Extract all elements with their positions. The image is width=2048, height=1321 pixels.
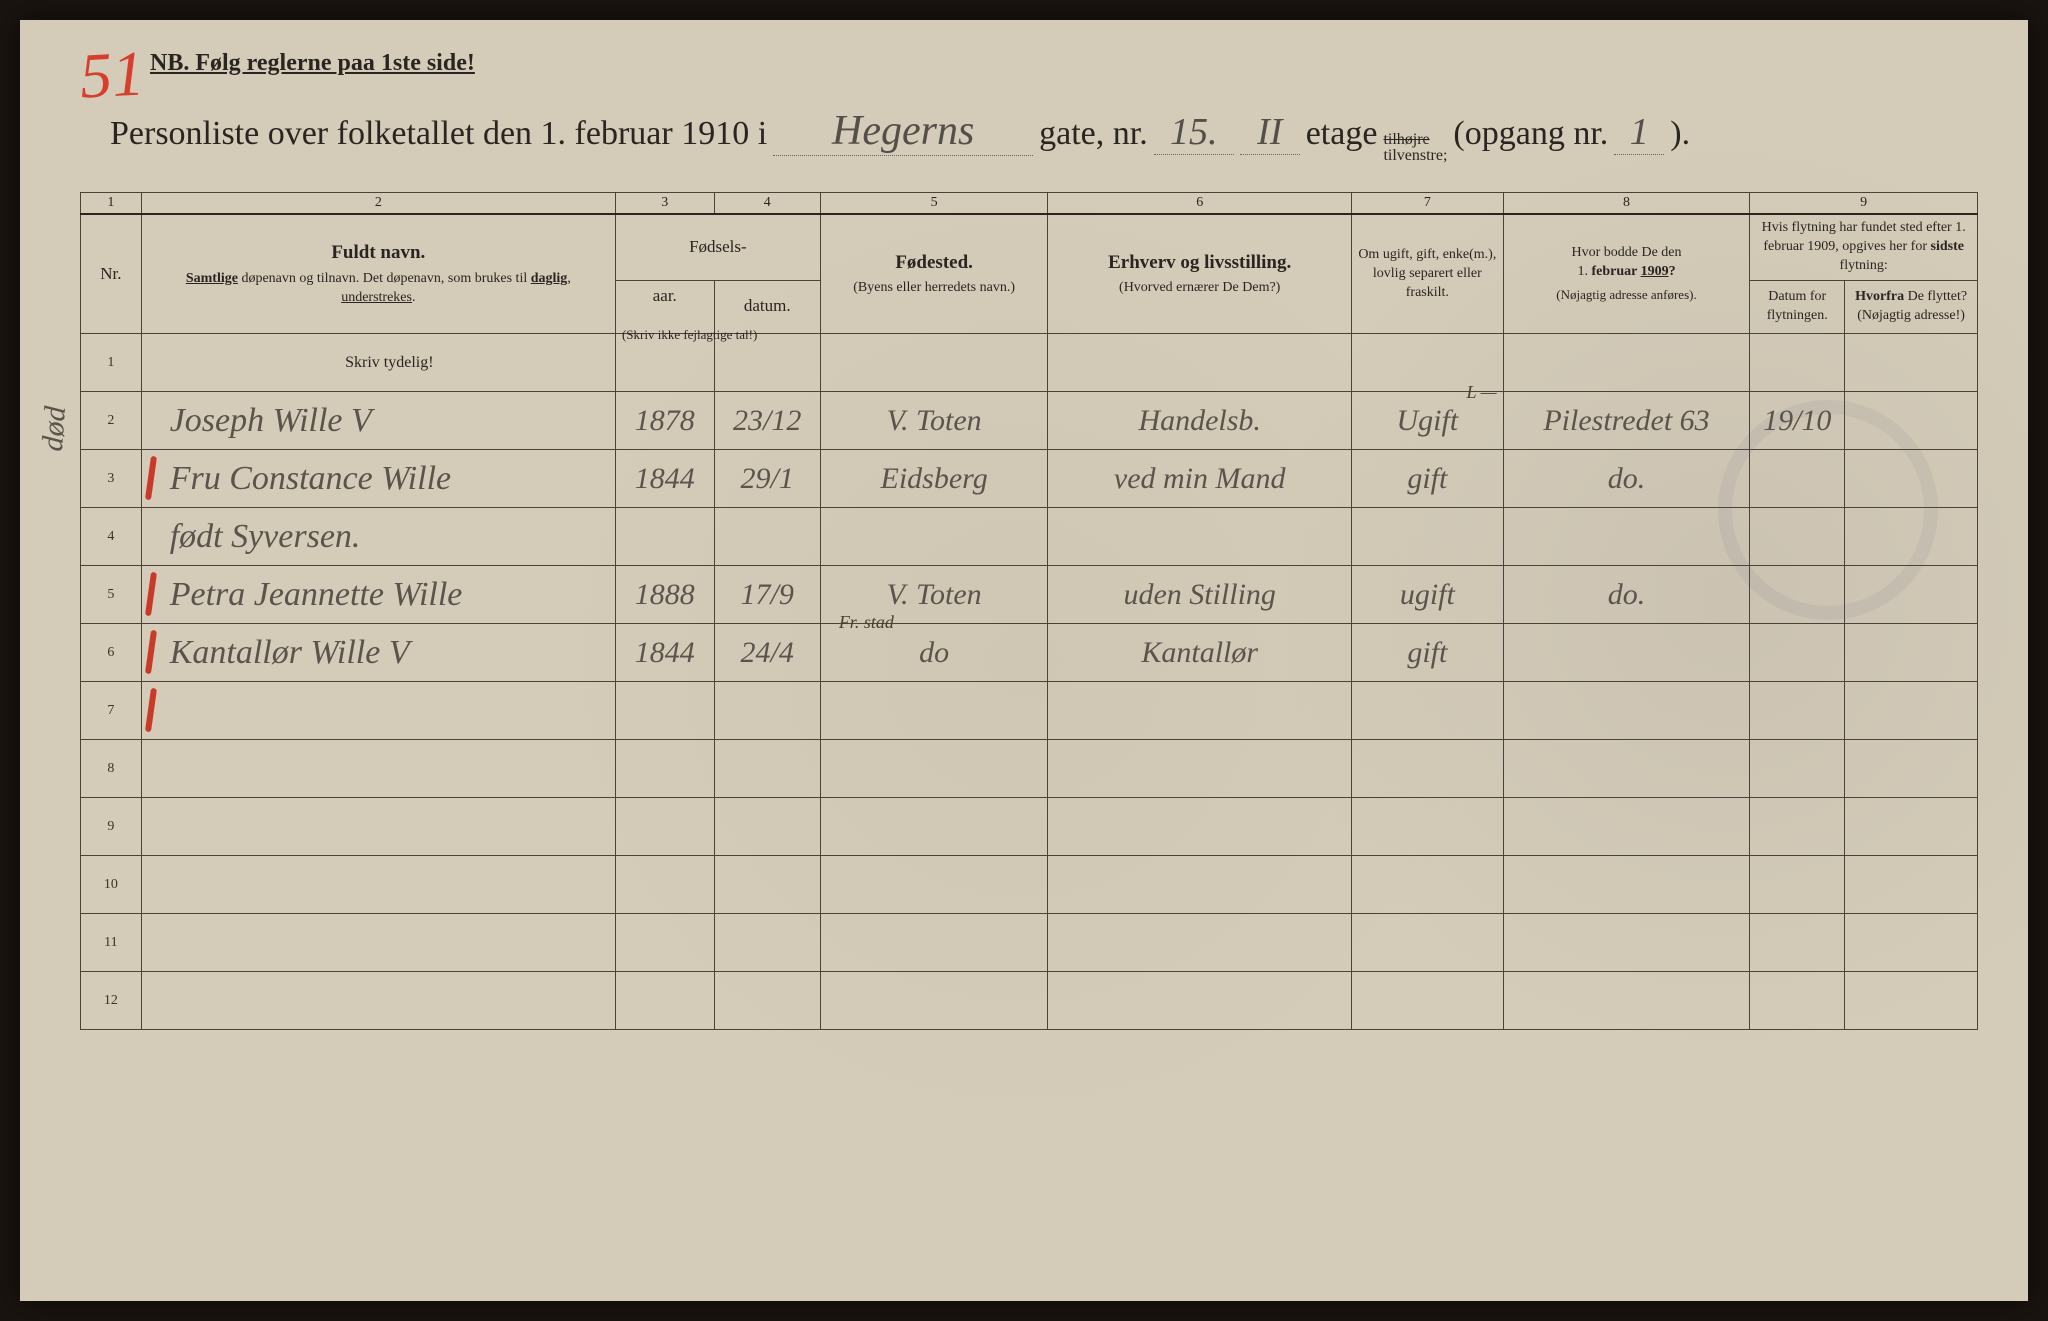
side-indicator: tilhøjre tilvenstre; <box>1383 132 1447 164</box>
table-row: 7 <box>81 682 1978 740</box>
table-header: 1 2 3 4 5 6 7 8 9 Nr. Fuldt navn. Samtli… <box>81 193 1978 334</box>
table-body: 1Skriv tydelig!2Joseph Wille V187823/12V… <box>81 334 1978 1030</box>
col-marital: Om ugift, gift, enke(m.), lovlig separer… <box>1351 214 1503 334</box>
name-cell <box>141 740 615 798</box>
table-row: 9 <box>81 798 1978 856</box>
floor: II <box>1240 110 1300 155</box>
census-sheet: 51 NB. Følg reglerne paa 1ste side! Pers… <box>20 20 2028 1301</box>
name-cell <box>141 856 615 914</box>
table-row: 3Fru Constance Wille184429/1Eidsbergved … <box>81 450 1978 508</box>
table-row: 1Skriv tydelig! <box>81 334 1978 392</box>
house-number: 15. <box>1154 110 1234 155</box>
table-row: 8 <box>81 740 1978 798</box>
table-row: 6Kantallør Wille V184424/4doFr. stadKant… <box>81 624 1978 682</box>
table-row: 4født Syversen. <box>81 508 1978 566</box>
name-cell <box>141 914 615 972</box>
table-row: 11 <box>81 914 1978 972</box>
form-title: Personliste over folketallet den 1. febr… <box>110 107 1948 164</box>
col-prev-address: Hvor bodde De den1. februar 1909? (Nøjag… <box>1503 214 1750 334</box>
col-move-date: Datum for flytningen. <box>1750 280 1845 333</box>
nb-instruction: NB. Følg reglerne paa 1ste side! <box>150 50 1978 77</box>
col-date: datum. <box>714 280 820 333</box>
col-birthplace: Fødested. (Byens eller herredets navn.) <box>820 214 1048 334</box>
col-moving: Hvis flytning har fundet sted efter 1. f… <box>1750 214 1978 280</box>
table-row: 2Joseph Wille V187823/12V. TotenHandelsb… <box>81 392 1978 450</box>
table-row: 10 <box>81 856 1978 914</box>
name-cell <box>141 682 615 740</box>
col-year: aar. (Skriv ikke fejlagtige tal!) <box>615 280 714 333</box>
col-move-from: Hvorfra De flyttet?(Nøjagtig adresse!) <box>1845 280 1978 333</box>
name-cell: Petra Jeannette Wille <box>141 566 615 624</box>
table-row: 12 <box>81 972 1978 1030</box>
name-cell: født Syversen. <box>141 508 615 566</box>
name-cell: Fru Constance Wille <box>141 450 615 508</box>
red-tick-mark <box>144 456 164 502</box>
red-tick-mark <box>144 572 164 618</box>
col-nr: Nr. <box>81 214 142 334</box>
street-name: Hegerns <box>773 107 1033 156</box>
table-row: 5Petra Jeannette Wille188817/9V. Totenud… <box>81 566 1978 624</box>
name-cell <box>141 798 615 856</box>
name-cell <box>141 972 615 1030</box>
name-cell: Joseph Wille V <box>141 392 615 450</box>
col-name: Fuldt navn. Samtlige døpenavn og tilnavn… <box>141 214 615 334</box>
name-cell: Skriv tydelig! <box>141 334 615 392</box>
margin-note: død <box>36 405 73 452</box>
page-number-red: 51 <box>78 36 146 113</box>
col-birth: Fødsels- <box>615 214 820 280</box>
col-occupation: Erhverv og livsstilling. (Hvorved ernære… <box>1048 214 1352 334</box>
census-table: 1 2 3 4 5 6 7 8 9 Nr. Fuldt navn. Samtli… <box>80 192 1978 1030</box>
entrance-number: 1 <box>1614 110 1664 155</box>
red-tick-mark <box>144 630 164 676</box>
name-cell: Kantallør Wille V <box>141 624 615 682</box>
